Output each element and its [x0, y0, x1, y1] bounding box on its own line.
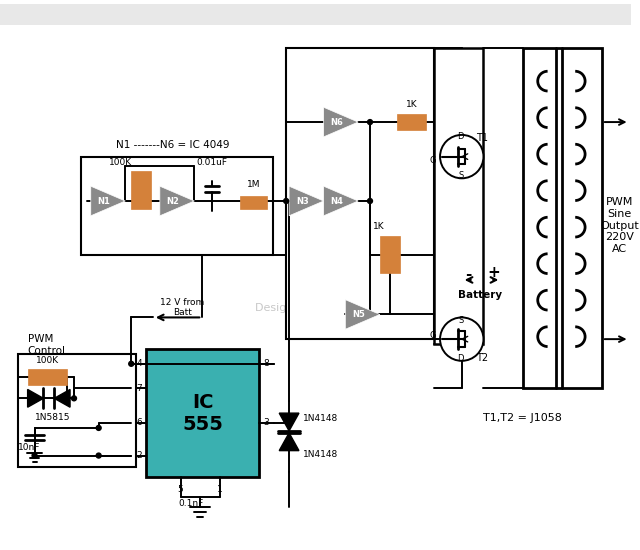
Text: 1M: 1M [247, 180, 260, 189]
Text: 0.1nF: 0.1nF [179, 499, 204, 508]
Text: 100K: 100K [109, 158, 132, 167]
Text: S: S [458, 171, 463, 180]
Text: 0.01uF: 0.01uF [196, 158, 228, 167]
Polygon shape [91, 186, 125, 216]
Text: N3: N3 [296, 196, 308, 206]
Text: 1: 1 [217, 485, 223, 494]
Text: PWM
Control: PWM Control [28, 334, 66, 356]
Text: N4: N4 [330, 196, 343, 206]
Text: S: S [458, 316, 463, 325]
Circle shape [96, 426, 101, 431]
Text: 1N5815: 1N5815 [35, 413, 70, 422]
Text: 4: 4 [136, 359, 142, 369]
Text: 1K: 1K [373, 222, 385, 230]
Circle shape [284, 199, 289, 204]
Polygon shape [324, 186, 358, 216]
Circle shape [96, 453, 101, 458]
Bar [397, 114, 426, 130]
Text: 100K: 100K [36, 356, 59, 365]
Text: N1 -------N6 = IC 4049: N1 -------N6 = IC 4049 [116, 140, 229, 150]
Text: 12 V from
Batt: 12 V from Batt [161, 298, 205, 317]
Text: 1N4148: 1N4148 [303, 450, 338, 459]
Text: Designed by "Svagatam": Designed by "Svagatam" [255, 302, 396, 312]
Polygon shape [324, 107, 358, 137]
Bar [434, 48, 483, 344]
Bar [146, 349, 259, 477]
Text: 5: 5 [178, 485, 184, 494]
Text: 8: 8 [264, 359, 269, 369]
Text: 1N4148: 1N4148 [303, 414, 338, 422]
Bar [523, 48, 602, 388]
Circle shape [440, 135, 483, 178]
Bar [0, 4, 632, 25]
Polygon shape [289, 186, 324, 216]
Text: +: + [487, 265, 500, 279]
Circle shape [367, 199, 372, 204]
Text: N1: N1 [97, 196, 110, 206]
Text: G: G [429, 331, 436, 340]
Polygon shape [279, 413, 299, 431]
Text: 7: 7 [136, 384, 142, 393]
Text: -: - [465, 267, 472, 283]
Text: N2: N2 [166, 196, 179, 206]
Text: D: D [458, 133, 464, 141]
Text: 6: 6 [136, 419, 142, 427]
Text: 3: 3 [264, 419, 269, 427]
Text: 10nF: 10nF [18, 443, 40, 452]
Text: T1,T2 = J1058: T1,T2 = J1058 [483, 413, 563, 423]
Text: IC
555: IC 555 [182, 393, 223, 433]
Circle shape [129, 361, 134, 366]
Circle shape [367, 119, 372, 124]
Text: PWM
Sine
Output
220V
AC: PWM Sine Output 220V AC [600, 197, 639, 254]
Polygon shape [346, 300, 380, 329]
Circle shape [32, 453, 37, 458]
Polygon shape [28, 389, 44, 407]
Text: T1: T1 [476, 133, 488, 143]
Circle shape [440, 317, 483, 361]
Bar [28, 368, 67, 384]
Bar [240, 196, 268, 209]
Text: N5: N5 [352, 310, 365, 319]
Text: 1K: 1K [406, 100, 417, 109]
Bar [81, 157, 273, 255]
Bar [131, 172, 151, 209]
Polygon shape [54, 389, 70, 407]
Text: Battery: Battery [458, 290, 502, 300]
Bar [286, 48, 434, 339]
Text: T2: T2 [476, 353, 488, 363]
Text: 2: 2 [136, 451, 142, 460]
Circle shape [72, 396, 76, 401]
Polygon shape [160, 186, 195, 216]
Text: N6: N6 [330, 118, 343, 127]
Bar [380, 235, 399, 273]
Text: D: D [458, 354, 464, 364]
Polygon shape [279, 433, 299, 450]
Bar [18, 354, 136, 468]
Text: G: G [429, 156, 436, 165]
